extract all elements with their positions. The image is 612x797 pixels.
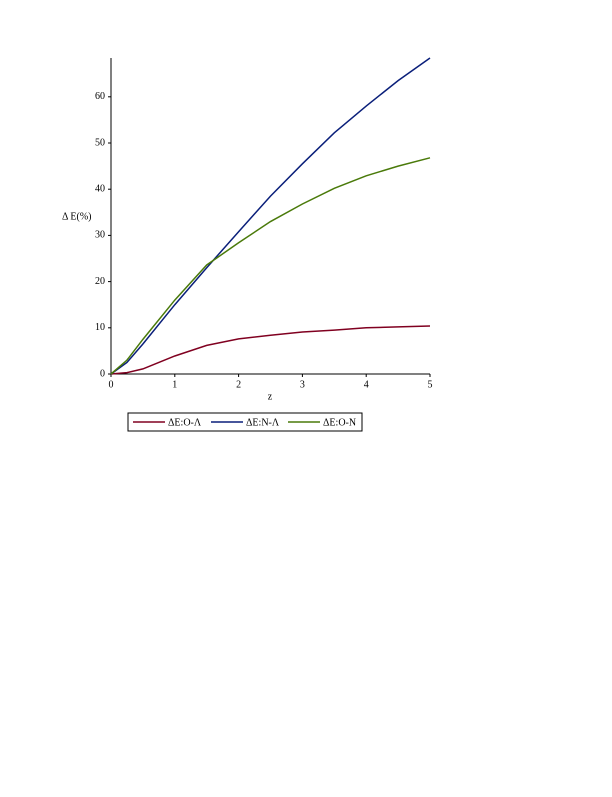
series-line xyxy=(110,325,431,375)
x-tick-label: 2 xyxy=(236,379,241,390)
y-tick-label: 20 xyxy=(95,276,105,287)
y-axis-label: Δ E(%) xyxy=(62,211,91,222)
y-tick-label: 0 xyxy=(100,368,105,379)
x-tick-label: 1 xyxy=(172,379,177,390)
legend-label: ΔE:O-N xyxy=(323,417,356,428)
y-tick-label: 50 xyxy=(95,137,105,148)
legend-label: ΔE:O-Λ xyxy=(168,417,202,428)
series-line xyxy=(110,57,431,375)
x-tick-label: 0 xyxy=(109,379,114,390)
x-tick-label: 3 xyxy=(300,379,305,390)
y-tick-label: 60 xyxy=(95,91,105,102)
x-axis-label: z xyxy=(268,391,273,402)
x-tick-label: 4 xyxy=(364,379,369,390)
series-line xyxy=(110,157,431,375)
y-tick-label: 30 xyxy=(95,230,105,241)
legend-label: ΔE:N-Λ xyxy=(246,417,280,428)
y-tick-label: 40 xyxy=(95,184,105,195)
legend-box xyxy=(127,412,363,432)
x-tick-label: 5 xyxy=(428,379,433,390)
y-tick-label: 10 xyxy=(95,322,105,333)
